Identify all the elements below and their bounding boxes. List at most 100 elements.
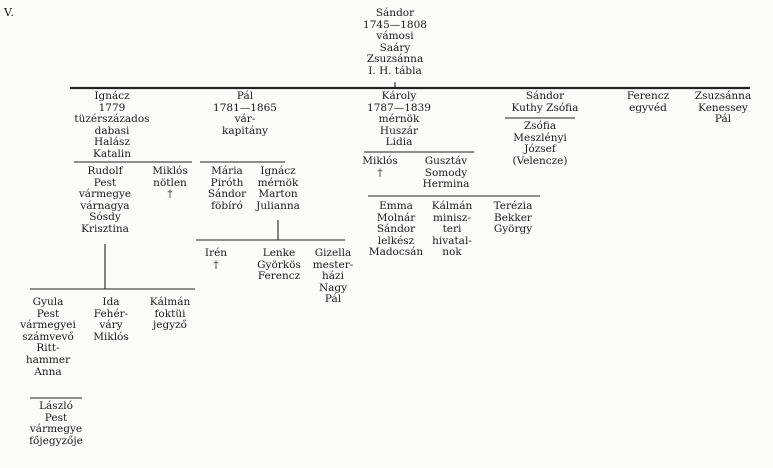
- person-line: Piróth: [210, 176, 244, 189]
- person-line: Emma: [379, 200, 413, 212]
- person-line: Pál: [324, 293, 342, 306]
- person-line: hivatal-: [432, 234, 472, 247]
- person-line: hammer: [25, 353, 71, 366]
- person-line: Ferencz: [626, 90, 670, 102]
- person-terezia: Terézia Bekker György: [493, 200, 533, 236]
- person-line: Nagy: [318, 281, 348, 294]
- person-line: Lenke: [262, 247, 296, 259]
- person-line: várnagya: [80, 199, 130, 212]
- person-line: Fehér-: [93, 307, 129, 320]
- person-line: Terézia: [493, 200, 533, 212]
- person-line: dabasi: [94, 124, 130, 137]
- person-line: Miklós: [152, 165, 188, 177]
- person-line: Ritt-: [36, 342, 60, 355]
- person-line: Molnár: [376, 211, 416, 224]
- person-line: László: [39, 400, 73, 412]
- person-line: Miklós: [93, 330, 129, 343]
- person-line: Sósdy: [89, 211, 121, 224]
- person-laszlo: László Pest vármegye főjegyzője: [29, 400, 83, 447]
- person-kalman-foktui: Kálmán foktüi jegyző: [150, 296, 190, 332]
- person-ignacz: Ignácz 1779 tüzérszázados dabasi Halász …: [74, 90, 149, 161]
- person-ignacz-mernok: Ignácz mérnök Marton Julianna: [256, 165, 300, 212]
- person-line: †: [167, 188, 173, 201]
- person-line: Pest: [44, 411, 68, 424]
- person-line: Pest: [93, 176, 117, 189]
- person-line: Gizella: [314, 247, 352, 259]
- person-line: mérnök: [257, 176, 299, 189]
- person-line: Somody: [424, 166, 468, 179]
- person-line: Huszár: [379, 124, 419, 137]
- person-ida: Ida Fehér- váry Miklós: [93, 296, 129, 343]
- person-line: mester-: [312, 258, 354, 271]
- person-line: 1779: [98, 101, 126, 114]
- person-kalman-miniszteri: Kálmán minisz- teri hivatal- nok: [431, 200, 473, 259]
- person-line: lelkész: [377, 234, 415, 247]
- person-line: (Velencze): [512, 154, 568, 167]
- person-line: Kuthy Zsófia: [511, 101, 579, 114]
- person-line: Bekker: [494, 211, 532, 224]
- person-pal: Pál 1781—1865 vár- kapitány: [213, 90, 277, 137]
- person-line: Zsuzsánna: [366, 53, 424, 66]
- person-line: Kenessey: [698, 101, 748, 114]
- person-line: váry: [99, 319, 123, 332]
- person-karoly: Károly 1787—1839 mérnök Huszár Lidia: [367, 90, 431, 149]
- person-sandor-root: Sándor 1745—1808 vámosi Saáry Zsuzsánna …: [363, 7, 427, 78]
- person-line: Irén: [204, 247, 228, 259]
- person-line: főjegyzője: [29, 434, 83, 447]
- person-line: jegyző: [153, 319, 187, 332]
- person-line: nok: [442, 246, 462, 259]
- person-line: Halász: [94, 136, 130, 149]
- person-zsuzsanna: Zsuzsánna Kenessey Pál: [694, 90, 752, 126]
- person-line: Pál: [236, 90, 254, 102]
- person-line: 1787—1839: [367, 101, 431, 114]
- person-line: Katalin: [92, 147, 132, 160]
- person-line: Hermina: [422, 178, 470, 191]
- person-line: Krisztina: [81, 222, 129, 235]
- person-line: Gyula: [32, 296, 64, 308]
- person-line: föbíró: [211, 199, 243, 212]
- person-line: Sándor: [375, 7, 415, 19]
- person-line: vármegye: [78, 188, 132, 201]
- person-line: Julianna: [256, 199, 300, 212]
- person-line: †: [377, 166, 383, 179]
- person-emma: Emma Molnár Sándor lelkész Madocsán: [368, 200, 424, 259]
- person-line: Kálmán: [431, 200, 473, 212]
- person-line: I. H. tábla: [368, 64, 422, 77]
- person-line: Ignácz: [260, 165, 296, 177]
- person-line: Mária: [211, 165, 243, 177]
- person-line: Rudolf: [87, 165, 123, 177]
- person-line: vár-: [234, 113, 256, 126]
- person-line: számvevő: [22, 330, 74, 343]
- person-line: Sándor: [207, 188, 247, 201]
- person-line: Gusztáv: [424, 155, 468, 167]
- person-line: Sándor: [525, 90, 565, 102]
- person-line: 1745—1808: [363, 18, 427, 31]
- person-line: József: [524, 143, 556, 156]
- person-line: Madocsán: [368, 246, 424, 259]
- person-lenke: Lenke Györkös Ferencz: [257, 247, 301, 283]
- person-line: mérnök: [378, 113, 420, 126]
- person-line: vámosi: [376, 30, 414, 43]
- page-label: V.: [4, 6, 15, 19]
- person-line: Ida: [102, 296, 120, 308]
- person-gyula: Gyula Pest vármegyei számvevő Ritt- hamm…: [20, 296, 76, 378]
- person-line: nötlen: [153, 176, 187, 189]
- person-line: †: [213, 258, 219, 271]
- person-line: Zsófia: [523, 120, 557, 132]
- person-line: Pál: [714, 113, 732, 126]
- person-ferencz: Ferencz egyvéd: [626, 90, 670, 114]
- person-line: kapitány: [222, 124, 268, 137]
- person-line: 1781—1865: [213, 101, 277, 114]
- person-line: foktüi: [154, 307, 186, 320]
- person-line: vármegyei: [20, 319, 76, 332]
- person-line: Ignácz: [94, 90, 130, 102]
- person-line: egyvéd: [629, 101, 667, 114]
- person-line: házi: [322, 270, 344, 283]
- person-line: Zsuzsánna: [694, 90, 752, 102]
- person-line: Anna: [34, 365, 62, 378]
- person-line: Ferencz: [257, 270, 301, 283]
- person-iren: Irén †: [204, 247, 228, 271]
- person-zsofia: Zsófia Meszlényi József (Velencze): [512, 120, 568, 167]
- person-line: Sándor: [376, 223, 416, 236]
- person-line: Saáry: [379, 41, 411, 54]
